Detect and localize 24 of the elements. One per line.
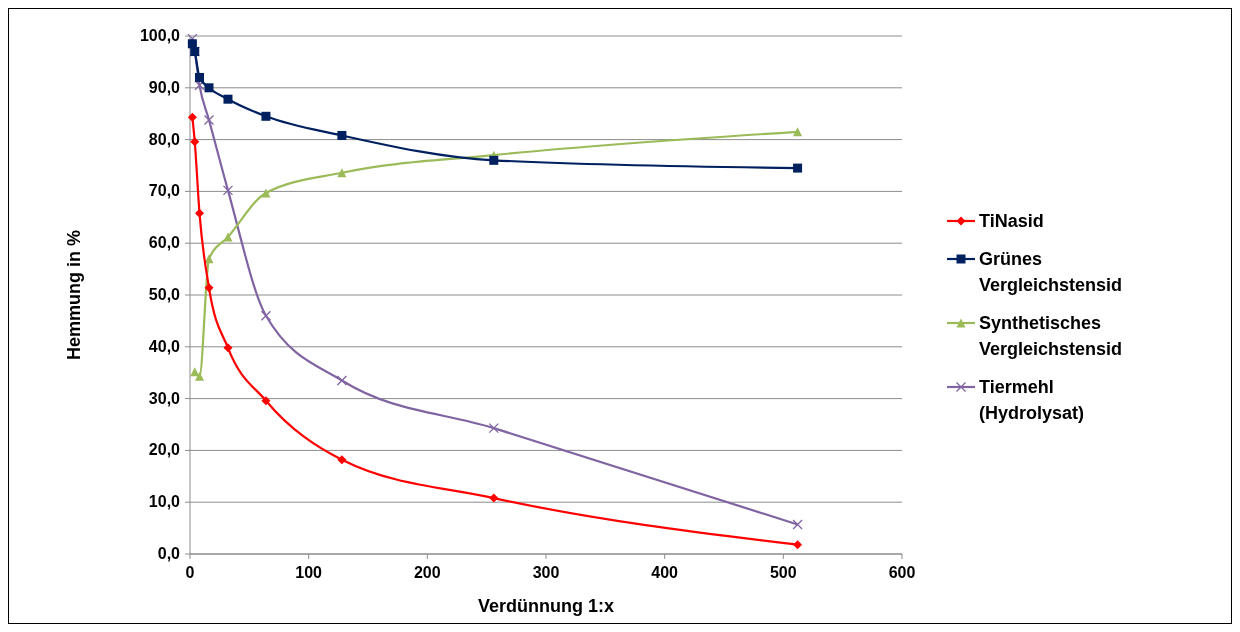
y-tick-label: 80,0 — [148, 130, 181, 148]
legend-label: Synthetisches Vergleichstensid — [979, 313, 1123, 359]
x-tick-label: 0 — [185, 564, 195, 581]
y-tick-label: 0,0 — [157, 545, 181, 562]
y-tick-label: 40,0 — [148, 337, 181, 355]
legend-label: TiNasid — [979, 211, 1044, 231]
y-tick-label: 30,0 — [148, 389, 181, 407]
x-tick-label: 200 — [413, 564, 441, 581]
x-axis-title: Verdünnung 1:x — [477, 596, 615, 616]
x-tick-label: 500 — [769, 564, 797, 581]
x-tick-label: 400 — [651, 564, 679, 581]
y-axis-title: Hemmung in % — [64, 229, 84, 361]
x-tick-label: 600 — [888, 564, 916, 581]
y-tick-label: 50,0 — [148, 286, 181, 303]
legend-label: Tiermehl (Hydrolysat) — [979, 377, 1085, 423]
x-tick-label: 100 — [295, 564, 323, 581]
legend-label: Grünes Vergleichstensid — [979, 249, 1123, 295]
y-tick-label: 90,0 — [148, 78, 181, 96]
y-tick-label: 20,0 — [148, 441, 181, 459]
y-tick-label: 70,0 — [148, 182, 181, 200]
x-tick-label: 300 — [532, 564, 560, 581]
y-tick-label: 10,0 — [148, 493, 181, 511]
y-tick-label: 100,0 — [139, 27, 181, 44]
y-tick-label: 60,0 — [148, 234, 181, 252]
